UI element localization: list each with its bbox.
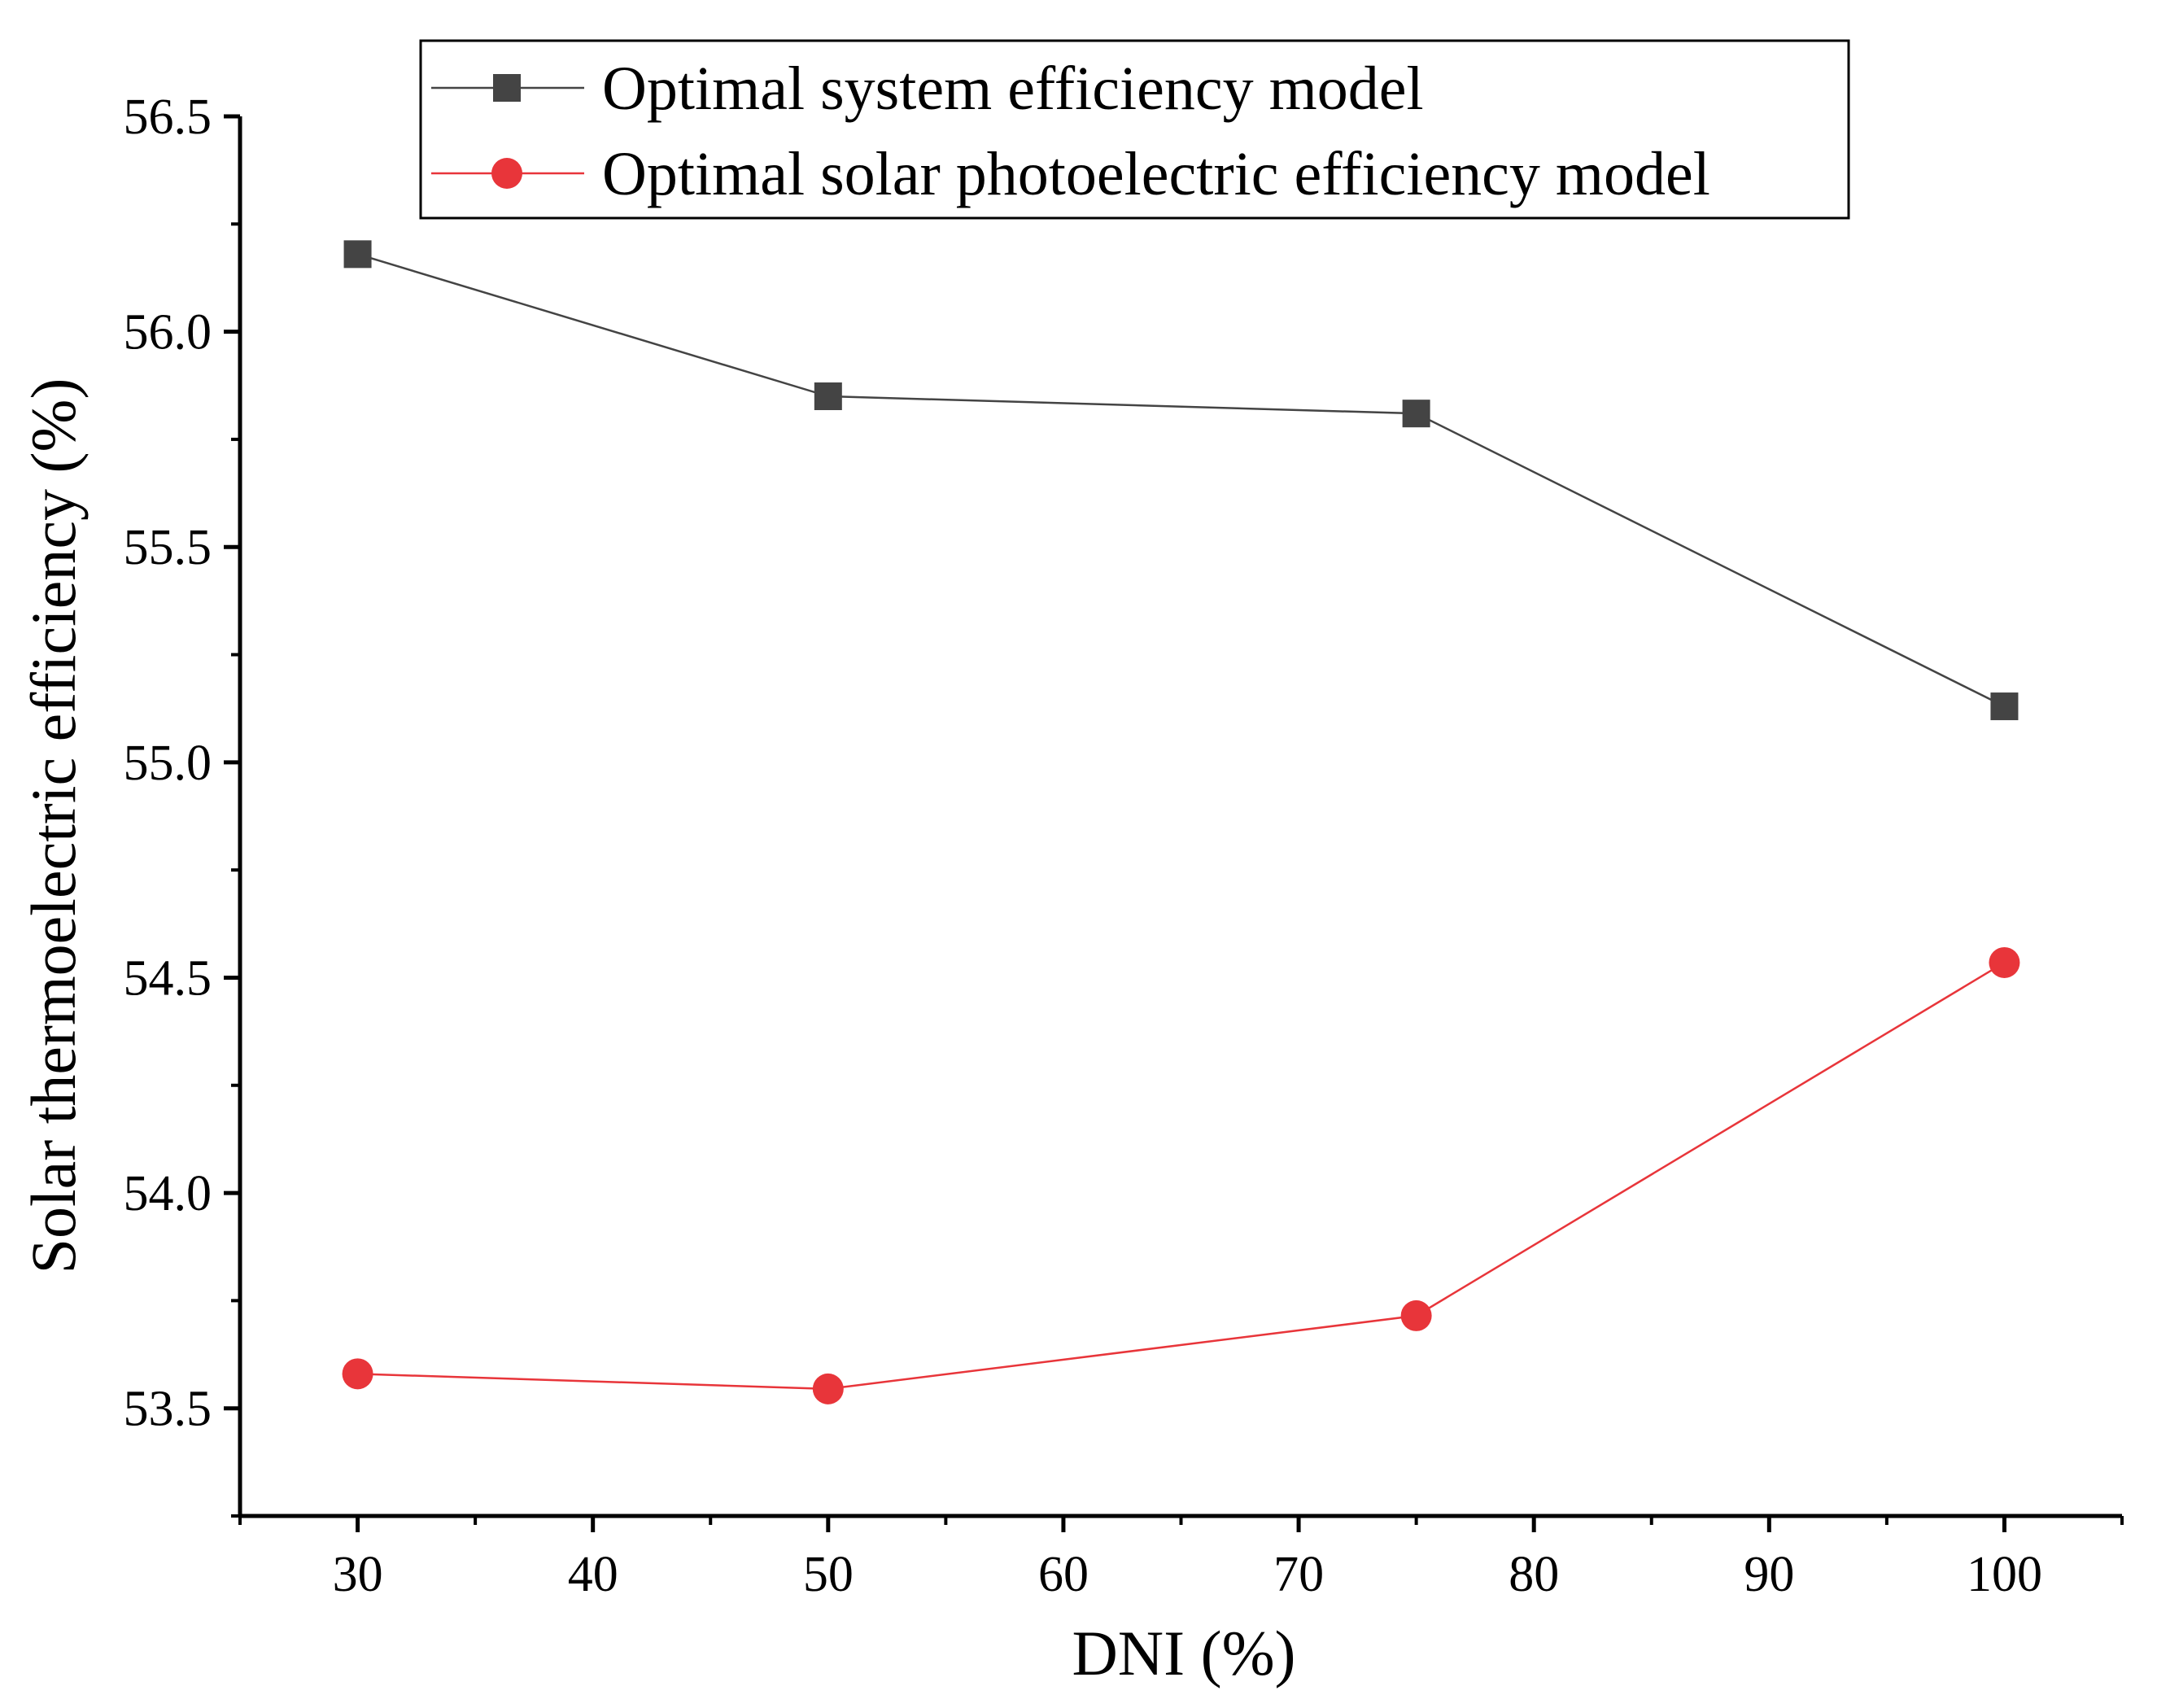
x-tick-label: 40 bbox=[568, 1547, 618, 1602]
y-tick-label: 56.5 bbox=[124, 90, 212, 145]
data-point bbox=[342, 1358, 373, 1390]
y-tick-label: 56.0 bbox=[124, 305, 212, 360]
data-point bbox=[1400, 1300, 1432, 1331]
legend-marker-circle bbox=[491, 158, 522, 189]
legend-item-2: Optimal solar photoelectric efficiency m… bbox=[431, 140, 1710, 208]
y-tick-label: 54.0 bbox=[124, 1166, 212, 1221]
y-tick-label: 55.0 bbox=[124, 736, 212, 791]
legend-marker-square bbox=[493, 74, 521, 102]
series-2 bbox=[342, 946, 2020, 1404]
y-tick-label: 55.5 bbox=[124, 520, 212, 575]
x-tick-label: 100 bbox=[1967, 1547, 2042, 1602]
legend-label: Optimal solar photoelectric efficiency m… bbox=[602, 140, 1710, 208]
legend-label: Optimal system efficiency model bbox=[602, 55, 1424, 123]
y-tick-label: 53.5 bbox=[124, 1382, 212, 1437]
data-point bbox=[343, 240, 372, 269]
legend-item-1: Optimal system efficiency model bbox=[431, 55, 1424, 123]
x-tick-label: 70 bbox=[1273, 1547, 1324, 1602]
x-tick-label: 60 bbox=[1038, 1547, 1089, 1602]
y-tick-label: 54.5 bbox=[124, 950, 212, 1006]
series-line bbox=[357, 961, 2006, 1391]
x-axis-title: DNI (%) bbox=[1072, 1618, 1295, 1688]
data-point bbox=[1402, 400, 1430, 428]
legend-box bbox=[419, 39, 1850, 220]
data-point bbox=[814, 382, 842, 410]
x-tick-label: 80 bbox=[1509, 1547, 1559, 1602]
series-layer bbox=[342, 240, 2020, 1404]
data-point bbox=[1989, 946, 2020, 978]
series-line bbox=[357, 253, 2005, 708]
x-tick-label: 30 bbox=[333, 1547, 383, 1602]
axes: 30 40 50 60 70 80 90 100 53.5 54.0 54.5 55.0 55.5 56.… bbox=[124, 90, 2124, 1602]
x-tick-label: 90 bbox=[1744, 1547, 1794, 1602]
data-point bbox=[812, 1373, 844, 1404]
x-tick-label: 50 bbox=[803, 1547, 854, 1602]
series-1 bbox=[343, 240, 2019, 721]
data-point bbox=[1990, 692, 2019, 721]
y-axis-title: Solar thermoelectric efficiency (%) bbox=[18, 378, 89, 1274]
legend: Optimal system efficiency model Optimal s… bbox=[419, 39, 1850, 220]
